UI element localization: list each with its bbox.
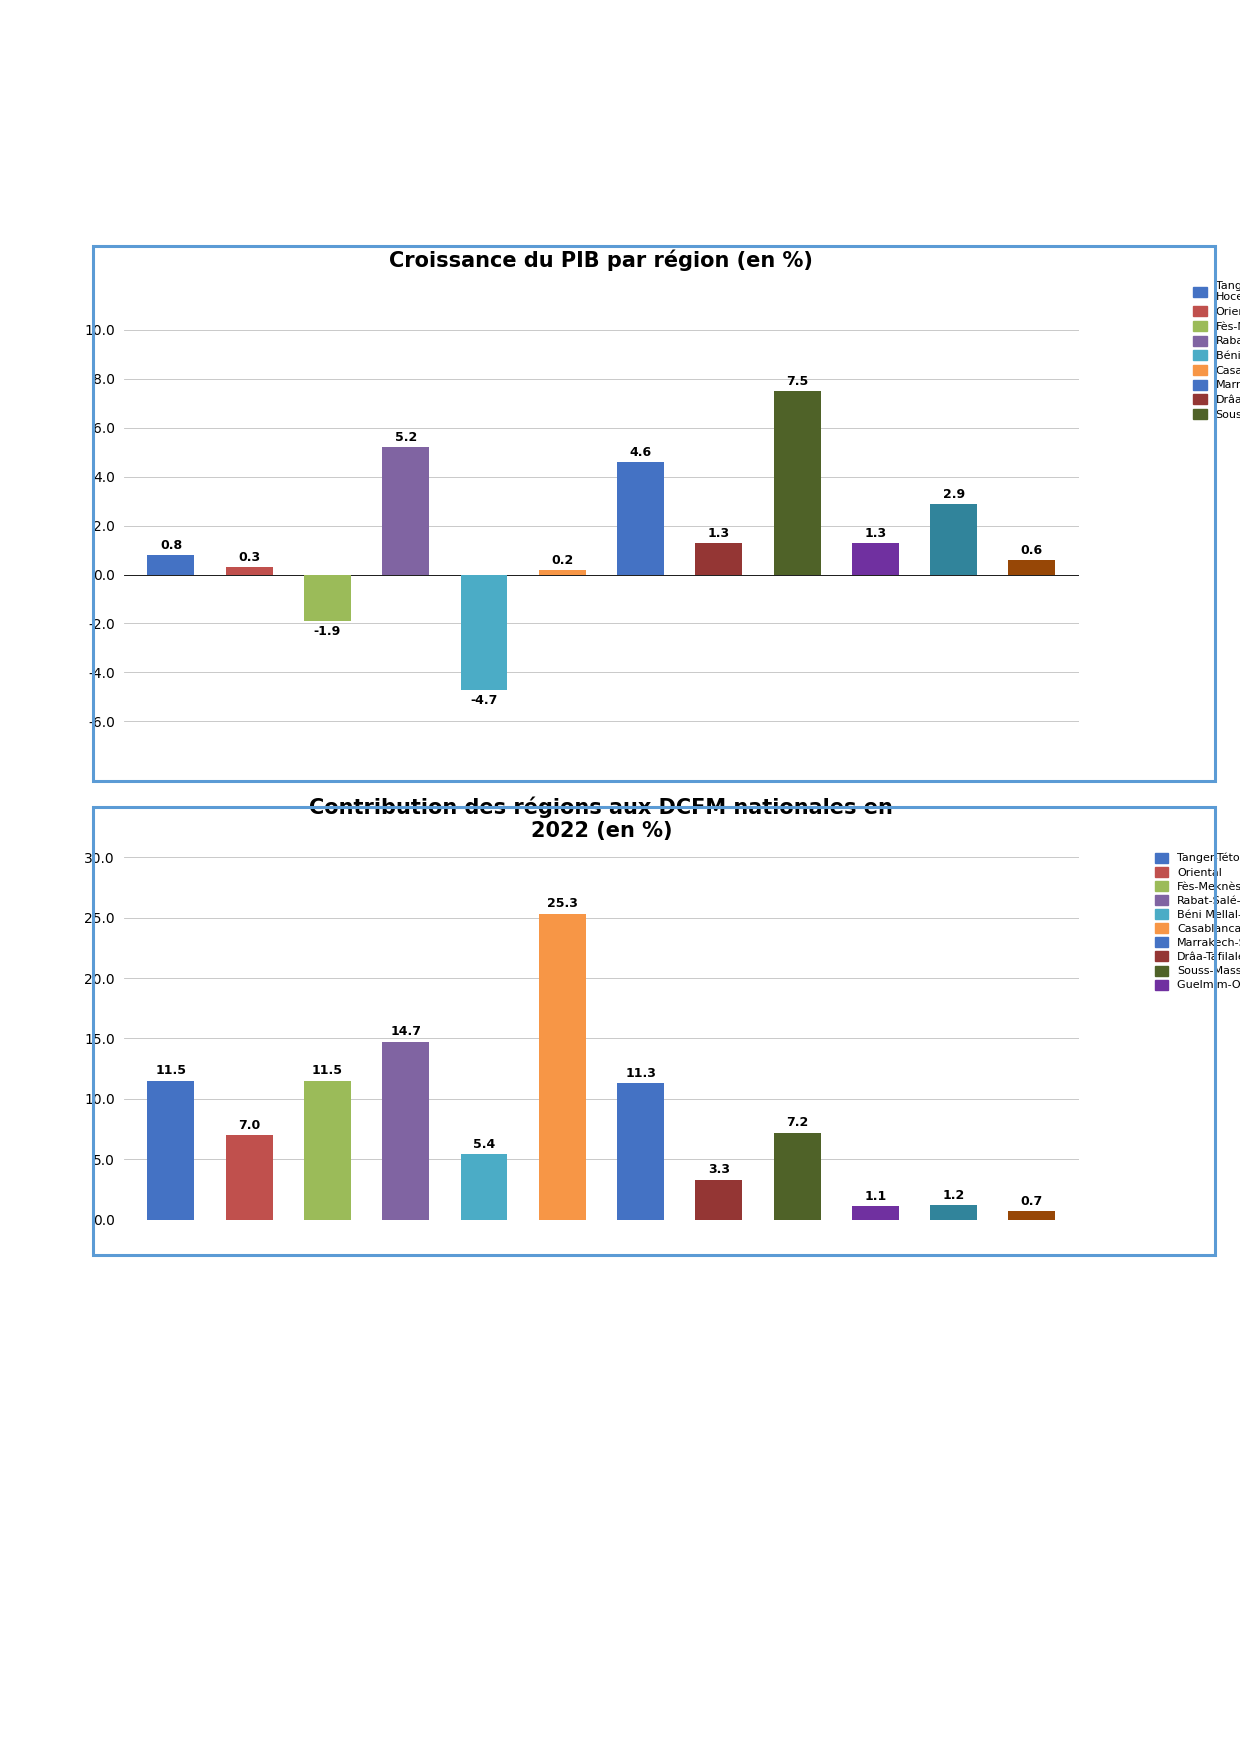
Bar bbox=[930, 1206, 977, 1220]
Text: 3.3: 3.3 bbox=[708, 1164, 730, 1176]
Legend: Tanger-Tétouan-Al Hoceima, Oriental, Fès-Meknès, Rabat-Salé-Kénitra, Béni Mellal: Tanger-Tétouan-Al Hoceima, Oriental, Fès… bbox=[1152, 849, 1240, 993]
Bar bbox=[774, 1132, 821, 1220]
Bar bbox=[618, 462, 663, 574]
Text: 5.4: 5.4 bbox=[472, 1137, 495, 1151]
Text: 1.1: 1.1 bbox=[864, 1190, 887, 1202]
Bar bbox=[304, 574, 351, 621]
Text: 0.8: 0.8 bbox=[160, 539, 182, 553]
Bar bbox=[148, 1081, 195, 1220]
Text: -1.9: -1.9 bbox=[314, 625, 341, 639]
Bar bbox=[304, 1081, 351, 1220]
Text: 11.5: 11.5 bbox=[312, 1064, 343, 1078]
Bar bbox=[226, 567, 273, 574]
Text: 7.5: 7.5 bbox=[786, 376, 808, 388]
Bar bbox=[539, 570, 585, 574]
Text: 4.6: 4.6 bbox=[630, 446, 651, 460]
Text: 7.0: 7.0 bbox=[238, 1118, 260, 1132]
Text: 2.9: 2.9 bbox=[942, 488, 965, 500]
Text: 1.3: 1.3 bbox=[864, 526, 887, 541]
Bar bbox=[382, 448, 429, 574]
Text: -4.7: -4.7 bbox=[470, 693, 497, 707]
Bar bbox=[1008, 1211, 1055, 1220]
Bar bbox=[696, 1179, 743, 1220]
Text: 11.3: 11.3 bbox=[625, 1067, 656, 1079]
Text: 25.3: 25.3 bbox=[547, 897, 578, 911]
Text: 5.2: 5.2 bbox=[394, 432, 417, 444]
Title: Croissance du PIB par région (en %): Croissance du PIB par région (en %) bbox=[389, 249, 813, 270]
Bar bbox=[539, 914, 585, 1220]
Text: 0.3: 0.3 bbox=[238, 551, 260, 565]
Bar bbox=[696, 542, 743, 574]
Text: 1.3: 1.3 bbox=[708, 526, 730, 541]
Text: 0.7: 0.7 bbox=[1021, 1195, 1043, 1207]
Text: 14.7: 14.7 bbox=[391, 1025, 422, 1039]
Title: Contribution des régions aux DCFM nationales en
2022 (en %): Contribution des régions aux DCFM nation… bbox=[310, 797, 893, 841]
Legend: Tanger-Tétouan-Al
Hoceima, Oriental, Fès-Meknès, Rabat-Salé-Kénitra, Béni Mellal: Tanger-Tétouan-Al Hoceima, Oriental, Fès… bbox=[1190, 277, 1240, 423]
Bar bbox=[460, 574, 507, 690]
Text: 7.2: 7.2 bbox=[786, 1116, 808, 1128]
Bar bbox=[930, 504, 977, 574]
Text: 1.2: 1.2 bbox=[942, 1188, 965, 1202]
Bar bbox=[774, 391, 821, 574]
Text: 0.6: 0.6 bbox=[1021, 544, 1043, 556]
Bar bbox=[226, 1135, 273, 1220]
Bar bbox=[1008, 560, 1055, 574]
Bar bbox=[852, 542, 899, 574]
Bar bbox=[148, 555, 195, 574]
Text: 0.2: 0.2 bbox=[551, 553, 573, 567]
Bar bbox=[382, 1042, 429, 1220]
Bar bbox=[852, 1206, 899, 1220]
Text: 11.5: 11.5 bbox=[155, 1064, 186, 1078]
Bar bbox=[618, 1083, 663, 1220]
Bar bbox=[460, 1155, 507, 1220]
